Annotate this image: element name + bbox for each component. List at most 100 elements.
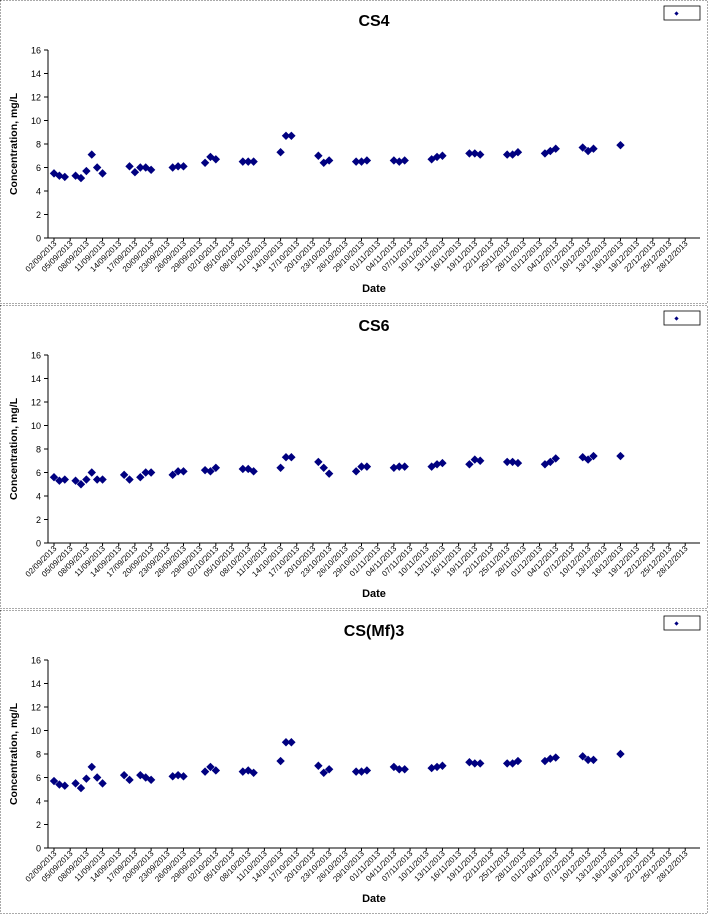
data-point: [513, 458, 523, 468]
data-point: [98, 169, 107, 178]
data-point: [465, 149, 474, 158]
y-tick-label: 6: [36, 773, 41, 783]
data-point: [98, 779, 107, 788]
data-point: [92, 163, 102, 172]
data-point: [551, 454, 560, 463]
y-tick-label: 12: [31, 703, 41, 713]
y-tick-label: 2: [36, 515, 41, 525]
y-tick-label: 6: [36, 468, 41, 478]
data-point: [314, 151, 323, 160]
data-point: [141, 468, 150, 477]
data-point: [476, 150, 485, 159]
data-point: [400, 156, 409, 165]
legend-box: [663, 310, 701, 326]
data-point: [71, 476, 80, 485]
data-point: [87, 150, 96, 159]
data-point: [546, 146, 555, 156]
data-point: [357, 462, 366, 471]
data-point: [276, 463, 285, 472]
data-point: [179, 162, 188, 171]
data-point: [179, 467, 188, 476]
data-point: [389, 156, 399, 165]
data-point: [49, 473, 59, 482]
data-point: [508, 759, 517, 768]
data-point: [92, 475, 102, 484]
data-point: [616, 451, 625, 461]
data-point: [438, 458, 447, 468]
data-point: [98, 475, 107, 484]
data-point: [55, 476, 64, 485]
data-point: [206, 467, 215, 476]
data-point: [502, 457, 512, 467]
data-point: [583, 455, 593, 464]
data-point: [432, 460, 442, 469]
data-point: [249, 467, 258, 476]
data-point: [92, 773, 102, 782]
y-tick-label: 6: [36, 163, 41, 173]
data-point: [87, 468, 96, 477]
data-point: [589, 755, 598, 765]
data-point: [146, 468, 156, 477]
data-point: [351, 767, 361, 776]
y-axis-label: Concentration, mg/L: [8, 92, 20, 195]
y-tick-label: 8: [36, 750, 41, 760]
y-tick-label: 16: [31, 351, 41, 361]
data-point: [141, 773, 150, 782]
data-point: [146, 165, 156, 175]
data-point: [351, 467, 361, 476]
data-point: [578, 143, 587, 152]
data-point: [395, 462, 404, 471]
data-point: [589, 144, 598, 153]
data-point: [476, 456, 485, 465]
data-point: [125, 162, 134, 171]
chart-panel-csmf3: CS(Mf)3 0 2 4 6 8 10 12 14 16 Concentration, mg/L 0…: [0, 610, 708, 914]
data-point: [502, 150, 512, 159]
data-point: [281, 738, 291, 747]
data-point: [578, 453, 587, 462]
y-tick-label: 16: [31, 656, 41, 666]
data-point: [82, 166, 91, 176]
y-tick-label: 12: [31, 93, 41, 103]
data-point: [324, 469, 334, 478]
data-point: [287, 738, 296, 747]
data-point: [60, 475, 69, 484]
data-point: [60, 172, 69, 182]
data-point: [276, 148, 285, 157]
data-point: [583, 755, 593, 765]
data-point: [508, 150, 517, 159]
data-point: [287, 453, 296, 462]
data-point: [551, 144, 560, 153]
data-point: [168, 163, 177, 172]
data-point: [173, 770, 183, 780]
data-point: [249, 157, 258, 166]
y-axis-label: Concentration, mg/L: [8, 702, 20, 805]
data-point: [578, 752, 587, 761]
y-tick-label: 10: [31, 421, 41, 431]
data-point: [281, 131, 291, 140]
data-point: [211, 155, 221, 164]
data-point: [119, 470, 129, 480]
data-point: [141, 163, 150, 172]
data-point: [287, 131, 296, 140]
data-point: [357, 157, 366, 166]
data-point: [76, 173, 86, 183]
data-point: [513, 148, 523, 157]
data-point: [465, 460, 474, 469]
chart-title: CS4: [358, 13, 389, 30]
data-point: [389, 463, 399, 472]
data-point: [238, 464, 248, 474]
data-point: [211, 463, 221, 472]
data-point: [244, 157, 253, 166]
data-point: [200, 465, 210, 475]
y-axis-label: Concentration, mg/L: [8, 397, 20, 500]
data-point: [513, 756, 523, 766]
data-point: [314, 761, 323, 770]
data-point: [319, 463, 328, 472]
y-tick-label: 14: [31, 679, 41, 689]
data-point: [168, 470, 177, 480]
x-axis-label: Date: [362, 588, 386, 600]
data-point: [395, 157, 404, 166]
legend-box: [663, 5, 701, 21]
x-axis-label: Date: [362, 893, 386, 905]
